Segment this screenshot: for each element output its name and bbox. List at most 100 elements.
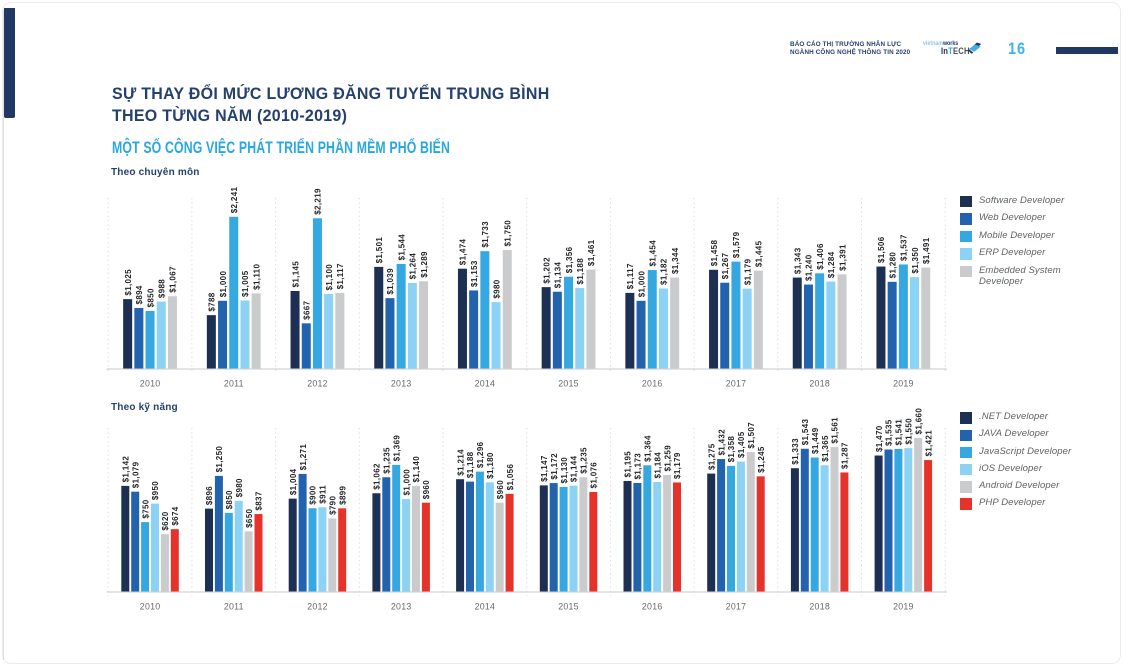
svg-text:$1,449: $1,449 xyxy=(811,427,820,454)
svg-text:$1,544: $1,544 xyxy=(397,234,406,261)
svg-text:2019: 2019 xyxy=(893,379,914,389)
svg-text:$1,214: $1,214 xyxy=(456,449,465,476)
svg-text:$790: $790 xyxy=(329,496,338,515)
svg-text:$1,184: $1,184 xyxy=(653,452,662,479)
svg-text:$1,470: $1,470 xyxy=(875,425,884,452)
svg-text:$1,365: $1,365 xyxy=(821,435,830,462)
svg-text:2012: 2012 xyxy=(307,379,328,389)
svg-text:2017: 2017 xyxy=(726,379,747,389)
svg-text:$1,004: $1,004 xyxy=(289,468,298,495)
svg-text:$788: $788 xyxy=(208,292,217,311)
svg-text:$988: $988 xyxy=(157,279,166,298)
svg-text:$1,750: $1,750 xyxy=(503,220,512,247)
svg-text:$1,296: $1,296 xyxy=(476,441,485,468)
svg-text:$1,350: $1,350 xyxy=(911,247,920,274)
svg-text:$1,369: $1,369 xyxy=(392,435,401,462)
svg-text:2018: 2018 xyxy=(809,602,830,612)
svg-text:$1,142: $1,142 xyxy=(122,456,131,483)
svg-text:$1,432: $1,432 xyxy=(717,429,726,456)
svg-text:$894: $894 xyxy=(135,285,144,304)
svg-text:2018: 2018 xyxy=(809,379,830,389)
svg-text:$1,733: $1,733 xyxy=(481,221,490,248)
svg-text:2014: 2014 xyxy=(475,379,496,389)
svg-text:$1,005: $1,005 xyxy=(241,270,250,297)
svg-text:2012: 2012 xyxy=(307,602,328,612)
svg-text:2013: 2013 xyxy=(391,602,412,612)
svg-text:$899: $899 xyxy=(338,485,347,504)
svg-text:$1,172: $1,172 xyxy=(550,453,559,480)
svg-text:$2,241: $2,241 xyxy=(230,187,239,214)
svg-text:2010: 2010 xyxy=(140,602,161,612)
svg-text:$1,344: $1,344 xyxy=(671,247,680,274)
svg-text:$900: $900 xyxy=(309,485,318,504)
svg-text:$1,140: $1,140 xyxy=(412,456,421,483)
svg-text:$1,000: $1,000 xyxy=(402,469,411,496)
svg-text:$1,259: $1,259 xyxy=(663,445,672,472)
svg-text:$1,240: $1,240 xyxy=(805,254,814,281)
svg-text:$1,541: $1,541 xyxy=(895,419,904,446)
svg-text:$1,100: $1,100 xyxy=(325,264,334,291)
svg-text:$1,561: $1,561 xyxy=(831,417,840,444)
svg-text:$1,501: $1,501 xyxy=(375,237,384,264)
svg-text:$1,421: $1,421 xyxy=(924,430,933,457)
svg-text:$1,280: $1,280 xyxy=(888,252,897,279)
svg-text:2015: 2015 xyxy=(558,379,579,389)
svg-text:$1,445: $1,445 xyxy=(755,240,764,267)
svg-text:$1,358: $1,358 xyxy=(727,436,736,463)
svg-text:$1,245: $1,245 xyxy=(757,446,766,473)
svg-text:$1,458: $1,458 xyxy=(710,240,719,267)
svg-text:$850: $850 xyxy=(225,490,234,509)
svg-text:$980: $980 xyxy=(235,478,244,497)
svg-text:$1,235: $1,235 xyxy=(383,447,392,474)
svg-text:2015: 2015 xyxy=(558,602,579,612)
svg-text:$1,343: $1,343 xyxy=(793,247,802,274)
svg-text:$1,079: $1,079 xyxy=(131,461,140,488)
svg-text:$1,179: $1,179 xyxy=(673,452,682,479)
svg-text:$1,287: $1,287 xyxy=(841,442,850,469)
svg-text:$1,474: $1,474 xyxy=(459,238,468,265)
svg-text:2016: 2016 xyxy=(642,602,663,612)
svg-text:$1,134: $1,134 xyxy=(554,261,563,288)
svg-text:$1,110: $1,110 xyxy=(252,264,261,290)
svg-text:$1,267: $1,267 xyxy=(721,252,730,279)
svg-text:2014: 2014 xyxy=(475,602,496,612)
svg-text:$1,188: $1,188 xyxy=(576,258,585,285)
svg-text:$2,219: $2,219 xyxy=(314,188,323,215)
svg-text:$1,056: $1,056 xyxy=(506,464,515,491)
svg-text:$837: $837 xyxy=(255,491,264,510)
svg-text:$1,202: $1,202 xyxy=(542,257,551,284)
svg-text:$1,195: $1,195 xyxy=(624,451,633,478)
svg-text:$850: $850 xyxy=(146,288,155,307)
svg-text:$950: $950 xyxy=(151,481,160,500)
svg-text:2013: 2013 xyxy=(391,379,412,389)
svg-text:$1,117: $1,117 xyxy=(626,263,635,289)
svg-text:$1,454: $1,454 xyxy=(648,240,657,267)
svg-text:$1,182: $1,182 xyxy=(660,258,669,285)
svg-text:2019: 2019 xyxy=(893,602,914,612)
svg-text:$1,130: $1,130 xyxy=(560,457,569,484)
svg-text:$1,333: $1,333 xyxy=(791,438,800,465)
svg-text:$1,391: $1,391 xyxy=(838,244,847,271)
svg-text:2011: 2011 xyxy=(224,602,244,612)
svg-text:$1,264: $1,264 xyxy=(409,253,418,280)
svg-text:$1,062: $1,062 xyxy=(373,463,382,490)
svg-text:$750: $750 xyxy=(141,499,150,518)
svg-text:$1,507: $1,507 xyxy=(747,422,756,449)
svg-text:$1,543: $1,543 xyxy=(801,419,810,446)
svg-text:$1,406: $1,406 xyxy=(816,243,825,270)
svg-text:$1,491: $1,491 xyxy=(922,237,931,264)
svg-text:$1,660: $1,660 xyxy=(914,408,923,435)
svg-text:$1,173: $1,173 xyxy=(634,453,643,480)
svg-text:2010: 2010 xyxy=(140,379,161,389)
svg-text:$620: $620 xyxy=(161,511,170,530)
svg-text:$674: $674 xyxy=(171,506,180,525)
svg-text:$1,535: $1,535 xyxy=(885,419,894,446)
svg-text:$1,250: $1,250 xyxy=(215,446,224,473)
svg-text:$1,147: $1,147 xyxy=(540,455,549,482)
svg-text:$1,284: $1,284 xyxy=(827,251,836,278)
svg-text:2016: 2016 xyxy=(642,379,663,389)
svg-text:$1,025: $1,025 xyxy=(124,269,133,296)
svg-text:$1,117: $1,117 xyxy=(336,263,345,289)
svg-text:$1,039: $1,039 xyxy=(386,268,395,295)
svg-text:$960: $960 xyxy=(422,480,431,499)
